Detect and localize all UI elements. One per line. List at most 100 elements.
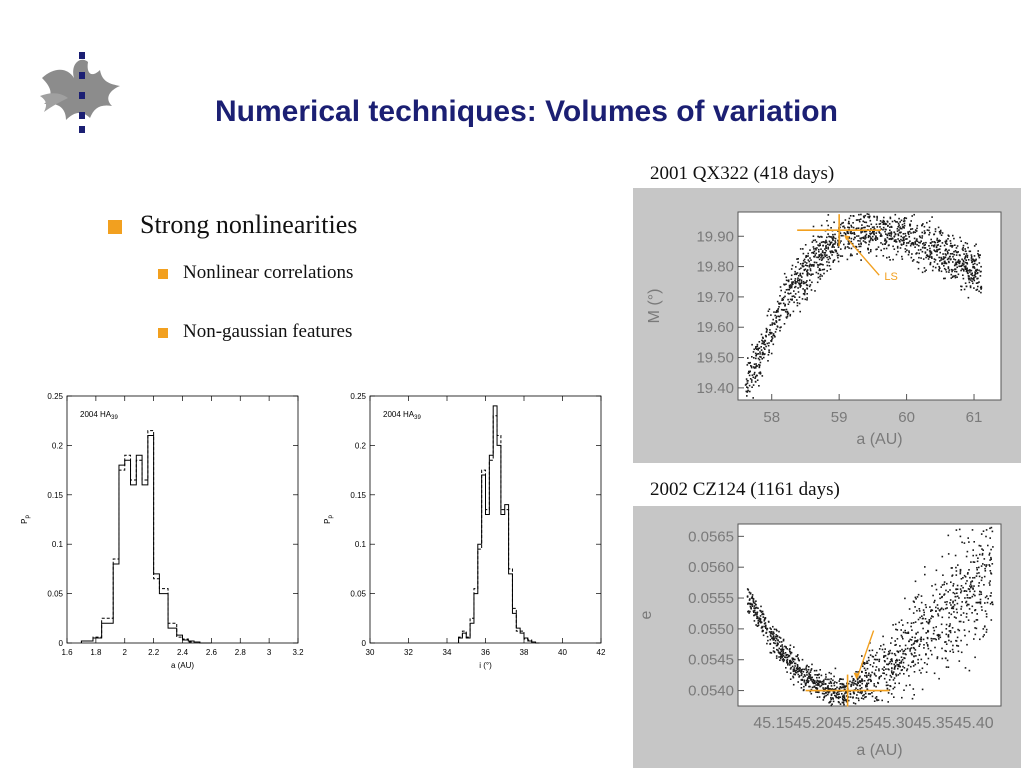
scatter-point [794,270,796,273]
scatter-point [956,266,958,269]
scatter-point [796,258,798,260]
scatter-point [935,569,938,572]
scatter-point [953,250,955,253]
scatter-point [964,250,967,252]
scatter-point [923,247,926,249]
scatter-point [762,616,765,618]
scatter-point [784,645,786,648]
scatter-point [804,684,807,687]
scatter-point [914,246,916,248]
scatter-point [900,243,903,246]
scatter-point [811,265,813,267]
scatter-point [770,630,773,633]
scatter-point [866,662,869,664]
scatter-point [803,292,806,295]
scatter-point [921,688,924,691]
scatter-point [805,669,808,671]
scatter-point [943,594,945,596]
scatter-point [841,682,843,685]
scatter-point [940,270,943,273]
scatter-point [885,239,887,242]
scatter-point [831,688,834,690]
scatter-point [922,627,924,630]
scatter-point [748,371,751,373]
scatter-point [920,595,923,597]
scatter-point [928,229,930,232]
scatter-point [955,574,958,576]
scatter-point [959,236,961,239]
scatter-point [976,567,978,569]
scatter-point [934,228,937,230]
scatter-panel-qx322: 58 59 60 61 19.40 19.50 19.60 19.70 19.80 19.90 a … [633,188,1021,463]
scatter-point [910,647,913,649]
scatter-point [908,608,911,610]
scatter-point [981,576,983,579]
scatter-point [920,672,922,674]
scatter-point [794,665,796,667]
scatter-point [802,259,805,262]
scatter-point [758,372,760,374]
scatter-point [918,654,921,656]
scatter-point [790,666,792,669]
scatter-point [747,362,750,364]
scatter-point [814,254,816,256]
scatter-point [750,365,752,367]
scatter-point [936,254,938,256]
scatter-point [860,238,862,240]
scatter-point [971,605,974,608]
scatter-point [818,236,821,238]
scatter-point [878,223,881,225]
scatter-point [902,220,905,222]
scatter-point [776,642,779,644]
scatter-point [821,255,823,257]
scatter-point [858,219,860,221]
scatter-point [968,277,971,280]
scatter-point [753,614,755,617]
scatter-point [963,574,966,577]
scatter-point [973,259,975,262]
scatter-point [763,620,766,622]
scatter-point [809,675,811,678]
scatter-point [955,595,957,598]
scatter-point [800,687,803,689]
scatter-point [816,691,819,693]
scatter-point [772,633,774,636]
scatter-point [828,682,830,685]
scatter-point [892,671,895,673]
scatter-point [797,673,800,676]
scatter-point [914,663,917,666]
scatter-point [844,685,846,687]
scatter-point [921,667,924,670]
scatter-point [945,633,948,636]
scatter-point [748,591,751,594]
scatter-point [933,249,935,251]
scatter-point [849,696,852,698]
scatter-point [838,693,840,695]
scatter-point [760,333,763,336]
scatter-point [948,630,951,632]
scatter-point [919,236,922,239]
scatter-point [796,668,799,671]
scatter-point [837,242,839,245]
scatter-point [789,284,792,286]
scatter-point [970,257,973,259]
scatter-point [772,647,775,649]
scatter-point [770,635,772,638]
scatter-point [856,253,858,255]
scatter-point [918,256,920,259]
scatter-point [778,636,781,638]
scatter-point [790,274,793,277]
scatter-point [903,224,906,227]
scatter-point [959,620,962,623]
scatter-point [955,247,958,249]
scatter-point [851,675,853,678]
scatter-point [792,283,794,285]
scatter-point [818,676,820,679]
scatter-point [899,227,902,230]
scatter-point [937,633,940,636]
scatter-point [869,654,872,656]
scatter-point [931,585,933,587]
scatter-point [869,230,871,232]
scatter-point [965,253,968,255]
scatter-point [922,223,924,225]
